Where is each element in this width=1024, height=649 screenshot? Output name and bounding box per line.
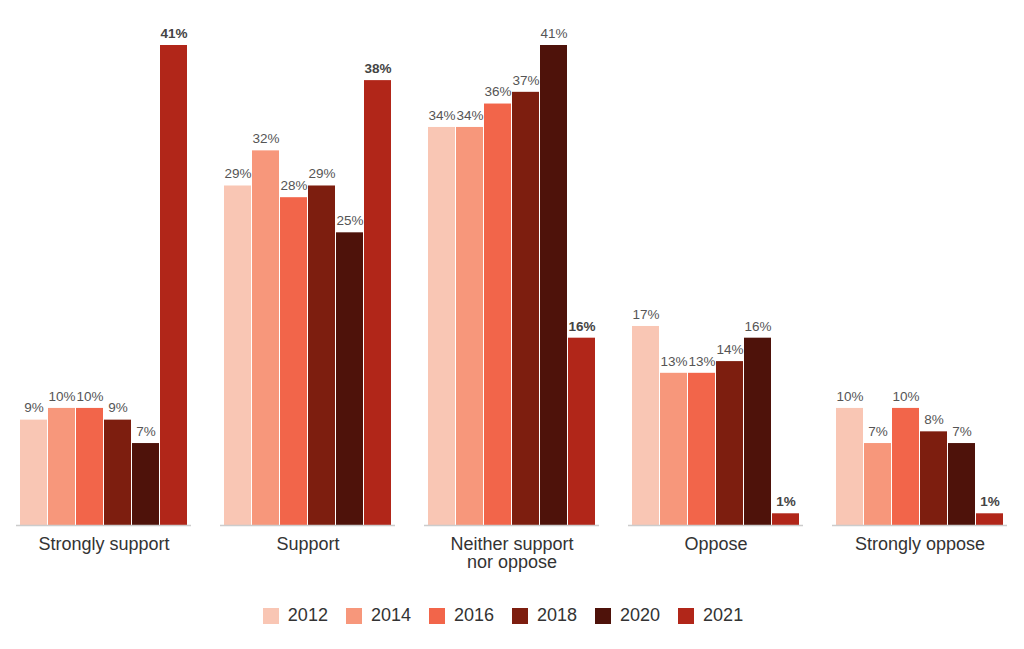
svg-text:29%: 29%	[224, 166, 251, 181]
svg-text:8%: 8%	[924, 412, 944, 427]
svg-text:28%: 28%	[280, 178, 307, 193]
svg-text:13%: 13%	[660, 354, 687, 369]
svg-text:10%: 10%	[76, 389, 103, 404]
svg-text:34%: 34%	[456, 108, 483, 123]
svg-text:16%: 16%	[568, 319, 595, 334]
svg-text:7%: 7%	[868, 424, 888, 439]
svg-text:41%: 41%	[540, 26, 567, 41]
svg-text:9%: 9%	[108, 400, 128, 415]
svg-text:37%: 37%	[512, 73, 539, 88]
svg-text:Strongly support: Strongly support	[38, 534, 169, 554]
html-text:2021: 2021	[703, 605, 744, 625]
html-text:2018: 2018	[537, 605, 577, 625]
svg-text:10%: 10%	[892, 389, 919, 404]
svg-text:29%: 29%	[308, 166, 335, 181]
svg-text:36%: 36%	[484, 84, 511, 99]
svg-text:32%: 32%	[252, 131, 279, 146]
svg-text:7%: 7%	[952, 424, 972, 439]
svg-text:1%: 1%	[776, 494, 796, 509]
html-text:2016: 2016	[454, 605, 494, 625]
svg-text:Oppose: Oppose	[684, 534, 747, 554]
svg-text:13%: 13%	[688, 354, 715, 369]
svg-text:17%: 17%	[632, 307, 659, 322]
svg-text:38%: 38%	[364, 61, 391, 76]
svg-text:10%: 10%	[836, 389, 863, 404]
svg-text:16%: 16%	[744, 319, 771, 334]
svg-text:25%: 25%	[336, 213, 363, 228]
svg-text:Neither supportnor oppose: Neither supportnor oppose	[450, 534, 573, 572]
html-text:2020: 2020	[620, 605, 661, 625]
html-text:2014: 2014	[370, 605, 411, 625]
svg-text:9%: 9%	[24, 400, 44, 415]
html-text:2012: 2012	[287, 605, 328, 625]
svg-text:41%: 41%	[160, 26, 187, 41]
svg-text:14%: 14%	[716, 342, 743, 357]
svg-text:Support: Support	[276, 534, 339, 554]
svg-text:1%: 1%	[980, 494, 1000, 509]
svg-text:7%: 7%	[136, 424, 156, 439]
svg-text:34%: 34%	[428, 108, 455, 123]
svg-text:Strongly oppose: Strongly oppose	[855, 534, 985, 554]
svg-text:10%: 10%	[48, 389, 75, 404]
